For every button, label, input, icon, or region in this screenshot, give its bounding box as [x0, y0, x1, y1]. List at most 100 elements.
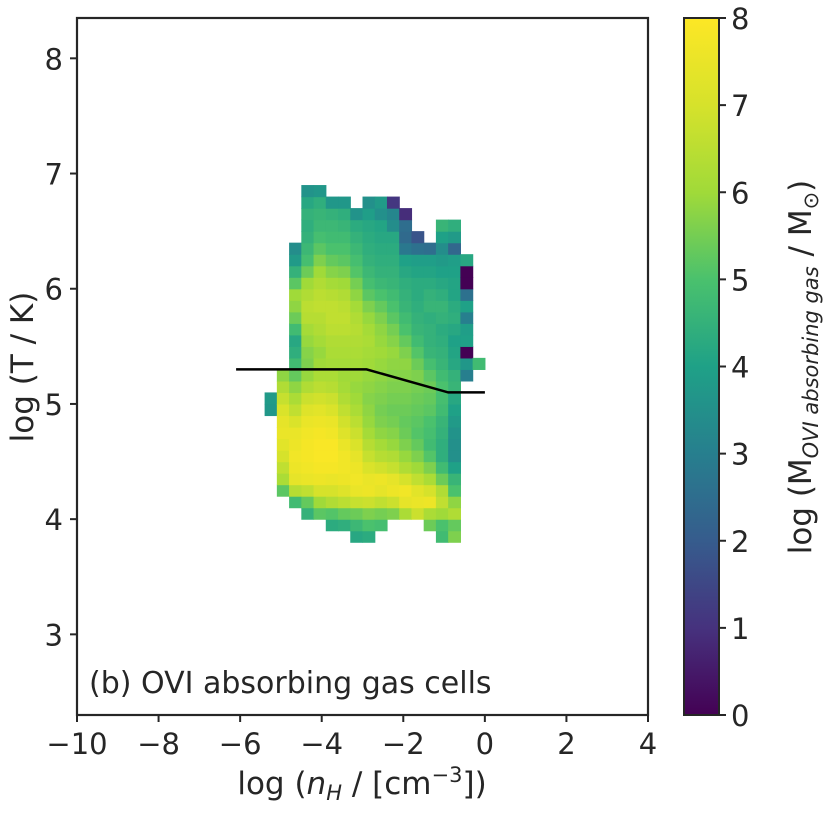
heatmap-cell: [338, 438, 351, 451]
heatmap-cell: [350, 208, 364, 221]
heatmap-cell: [435, 311, 449, 324]
heatmap-cell: [325, 277, 339, 290]
heatmap-cell: [386, 196, 400, 209]
heatmap-cell: [289, 426, 302, 440]
x-label-unit: / [cm: [342, 766, 432, 802]
heatmap-cell: [289, 323, 302, 336]
x-tick-label: −10: [46, 727, 107, 761]
x-label-subscript: H: [326, 781, 342, 805]
heatmap-cell: [325, 219, 339, 232]
heatmap-cell: [411, 473, 425, 486]
heatmap-cell: [399, 473, 413, 486]
y-tick-label: 4: [45, 503, 63, 537]
heatmap-cell: [386, 450, 400, 463]
colorbar-tick-label: 0: [731, 699, 749, 733]
heatmap-cell: [301, 208, 315, 221]
heatmap-cell: [399, 231, 413, 244]
heatmap-cell: [374, 461, 388, 474]
heatmap-cell: [276, 438, 290, 451]
heatmap-cell: [313, 242, 327, 255]
heatmap-cell: [338, 277, 351, 290]
heatmap-cell: [362, 530, 376, 543]
heatmap-cell: [448, 426, 461, 440]
heatmap-cell: [362, 461, 376, 474]
heatmap-cell: [325, 461, 339, 474]
heatmap-cell: [338, 219, 351, 232]
heatmap-cell: [435, 219, 449, 232]
heatmap-cell: [289, 254, 302, 267]
heatmap-cell: [325, 231, 339, 244]
heatmap-cell: [362, 507, 376, 520]
x-label-superscript: −3: [432, 763, 463, 787]
cbar-label-main: log (M: [783, 458, 819, 554]
heatmap-cell: [338, 507, 351, 520]
heatmap-cell: [386, 392, 400, 405]
heatmap-cell: [289, 496, 302, 509]
heatmap-cell: [460, 311, 474, 324]
y-tick-label: 5: [45, 388, 63, 422]
heatmap-cell: [313, 450, 327, 463]
heatmap-cell: [313, 334, 327, 347]
heatmap-cell: [448, 265, 461, 278]
heatmap-cell: [399, 300, 413, 313]
heatmap-cell: [276, 461, 290, 474]
heatmap-cell: [301, 461, 315, 474]
heatmap-cell: [423, 392, 437, 405]
heatmap-cell: [399, 265, 413, 278]
heatmap-cell: [350, 323, 364, 336]
heatmap-cell: [313, 438, 327, 451]
heatmap-cell: [435, 231, 449, 244]
y-tick-label: 7: [45, 158, 63, 192]
heatmap-cell: [399, 438, 413, 451]
heatmap-cell: [313, 265, 327, 278]
heatmap-cell: [374, 496, 388, 509]
cbar-label-close: ): [783, 180, 819, 192]
heatmap-cell: [386, 473, 400, 486]
heatmap-cell: [374, 208, 388, 221]
heatmap-cell: [313, 484, 327, 497]
heatmap-cell: [325, 323, 339, 336]
heatmap-cell: [264, 392, 278, 405]
heatmap-cell: [448, 403, 461, 417]
heatmap-cell: [313, 369, 327, 382]
heatmap-cell: [338, 231, 351, 244]
heatmap-cell: [362, 403, 376, 417]
heatmap-cell: [386, 461, 400, 474]
heatmap-cell: [435, 392, 449, 405]
heatmap-cell: [435, 450, 449, 463]
heatmap-cell: [423, 369, 437, 382]
heatmap-cell: [362, 231, 376, 244]
heatmap-cell: [386, 426, 400, 440]
panel-annotation: (b) OVI absorbing gas cells: [89, 666, 492, 701]
heatmap-cell: [399, 392, 413, 405]
heatmap-cell: [423, 450, 437, 463]
heatmap-cell: [411, 392, 425, 405]
heatmap-cell: [301, 265, 315, 278]
heatmap-cell: [325, 300, 339, 313]
heatmap-cell: [325, 415, 339, 428]
heatmap-cell: [313, 426, 327, 440]
heatmap-cell: [313, 323, 327, 336]
heatmap-cell: [386, 323, 400, 336]
heatmap-cell: [423, 323, 437, 336]
heatmap-cell: [313, 311, 327, 324]
heatmap-cell: [423, 473, 437, 486]
heatmap-cell: [386, 346, 400, 359]
heatmap-cell: [411, 369, 425, 382]
heatmap-cell: [435, 426, 449, 440]
heatmap-cell: [386, 277, 400, 290]
heatmap-cell: [264, 403, 278, 417]
heatmap-cell: [289, 334, 302, 347]
heatmap-cell: [289, 346, 302, 359]
heatmap-cell: [423, 265, 437, 278]
heatmap-cell: [338, 242, 351, 255]
heatmap-cell: [338, 369, 351, 382]
heatmap-cell: [399, 311, 413, 324]
heatmap-cell: [374, 323, 388, 336]
heatmap-cell: [399, 357, 413, 370]
plot-frame: [75, 16, 650, 717]
heatmap-cell: [276, 369, 290, 382]
heatmap-cell: [350, 265, 364, 278]
heatmap-cell: [374, 311, 388, 324]
heatmap-cell: [435, 530, 449, 543]
